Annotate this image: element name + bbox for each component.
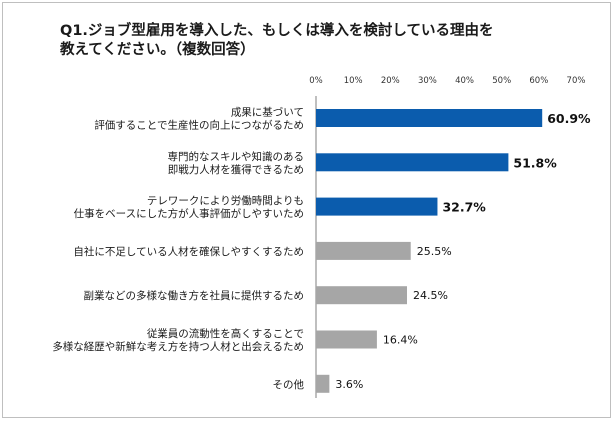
- category-label: 成果に基づいて: [231, 106, 304, 119]
- bar-value-label: 25.5%: [417, 245, 452, 258]
- category-label: 自社に不足している人材を確保しやすくするため: [73, 245, 304, 258]
- bar: [316, 153, 509, 172]
- bar-value-label: 24.5%: [413, 289, 448, 302]
- category-label: 多様な経歴や新鮮な考え方を持つ人材と出会えるため: [52, 340, 304, 353]
- category-label: テレワークにより労働時間よりも: [147, 194, 304, 207]
- x-tick-label: 40%: [455, 76, 474, 86]
- x-tick-label: 0%: [309, 76, 323, 86]
- x-tick-label: 20%: [381, 76, 400, 86]
- chart-title: Q1.ジョブ型雇用を導入した、もしくは導入を検討している理由を 教えてください。…: [60, 22, 580, 60]
- category-label: 専門的なスキルや知識のある: [168, 150, 305, 163]
- bar: [316, 109, 543, 127]
- x-tick-label: 70%: [567, 76, 586, 86]
- category-label: 従業員の流動性を高くすることで: [147, 327, 304, 340]
- x-tick-label: 50%: [492, 76, 511, 86]
- bar-value-label: 32.7%: [442, 200, 486, 215]
- x-tick-label: 10%: [344, 76, 363, 86]
- category-label: 副業などの多様な働き方を社員に提供するため: [84, 289, 305, 302]
- bar-value-label: 51.8%: [513, 155, 557, 170]
- bar: [316, 286, 407, 305]
- chart-frame: [2, 2, 611, 418]
- chart-title-line-2: 教えてください。（複数回答）: [60, 42, 255, 58]
- category-label: その他: [273, 378, 305, 391]
- category-label: 評価することで生産性の向上につながるため: [94, 119, 304, 132]
- chart-title-line-1: Q1.ジョブ型雇用を導入した、もしくは導入を検討している理由を: [60, 23, 494, 39]
- category-label: 仕事をベースにした方が人事評価がしやすいため: [74, 207, 304, 220]
- bar-value-label: 16.4%: [383, 334, 418, 347]
- bar: [316, 330, 377, 349]
- bar: [316, 197, 438, 216]
- category-label: 即戦力人材を獲得できるため: [168, 163, 304, 176]
- bar-value-label: 3.6%: [335, 378, 363, 391]
- bar-value-label: 60.9%: [547, 111, 591, 126]
- x-tick-label: 30%: [418, 76, 437, 86]
- bar: [316, 374, 330, 393]
- bar: [316, 241, 411, 260]
- x-tick-label: 60%: [529, 76, 548, 86]
